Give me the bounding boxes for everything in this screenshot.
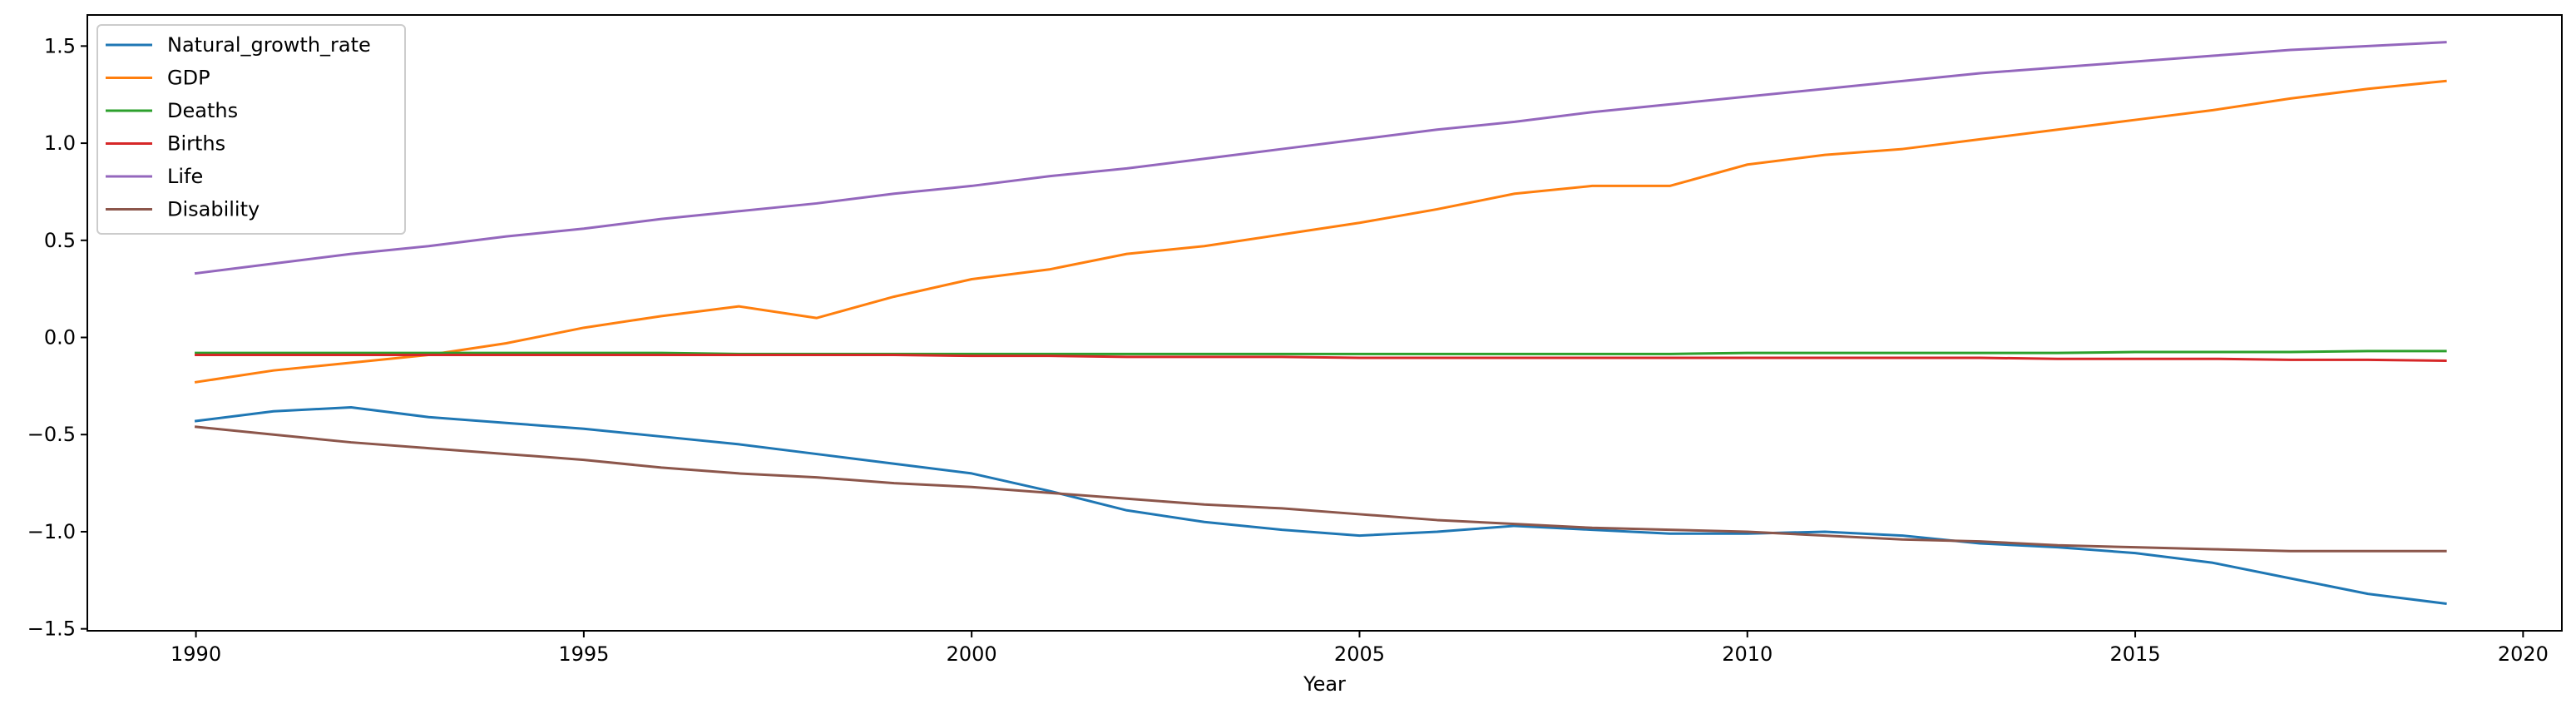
series-line-5: [194, 425, 2447, 553]
plot-frame: [87, 14, 2563, 632]
series-line-0: [194, 406, 2447, 605]
y-tick-label: 1.0: [44, 131, 76, 155]
x-tick-label: 2020: [2498, 642, 2549, 666]
series-line-4: [194, 41, 2447, 275]
series-lines: [194, 41, 2447, 605]
legend-item-label: Life: [167, 165, 203, 188]
y-tick-label: 0.5: [44, 229, 76, 252]
x-tick-label: 2000: [947, 642, 997, 666]
y-tick-label: −1.0: [27, 520, 76, 543]
legend-box: [96, 24, 406, 235]
legend-item-label: GDP: [167, 67, 210, 90]
legend: Natural_growth_rate GDP Deaths Births Life Di…: [96, 24, 406, 235]
y-axis: −1.5 −1.0 −0.5 0.0 0.5 1.0 1.5: [27, 34, 87, 641]
y-tick-label: 0.0: [44, 326, 76, 350]
series-line-2: [195, 350, 2447, 355]
legend-item-label: Disability: [167, 198, 260, 221]
x-axis: 1990 1995 2000 2005 2010 2015 2020: [171, 631, 2549, 666]
series-line-1: [194, 79, 2447, 384]
y-tick-label: −0.5: [27, 423, 76, 446]
x-tick-label: 1995: [558, 642, 609, 666]
x-axis-label: Year: [1303, 672, 1346, 696]
series-line-3: [195, 354, 2447, 363]
legend-item-label: Deaths: [167, 99, 238, 122]
x-tick-label: 1990: [171, 642, 221, 666]
y-tick-label: −1.5: [27, 617, 76, 641]
legend-item-label: Natural_growth_rate: [167, 33, 371, 57]
x-tick-label: 2010: [1722, 642, 1773, 666]
x-tick-label: 2005: [1334, 642, 1385, 666]
y-tick-label: 1.5: [44, 34, 76, 57]
legend-item-label: Births: [167, 132, 225, 156]
x-tick-label: 2015: [2110, 642, 2161, 666]
